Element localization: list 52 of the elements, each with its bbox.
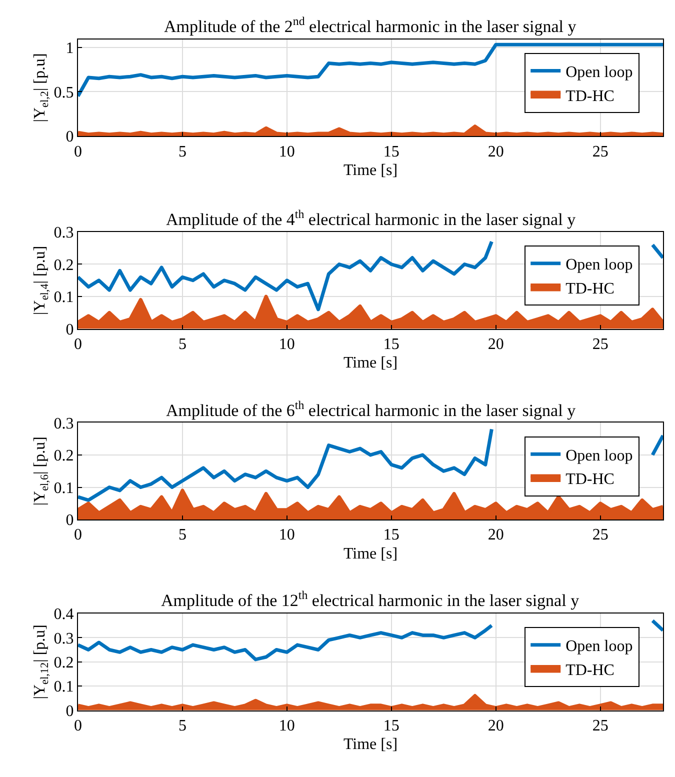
y-tick-label: 0.3 <box>54 630 74 648</box>
chart-title: Amplitude of the 12$^{th}$ electrical harmonic in the laser signal y <box>161 588 580 610</box>
x-tick-label: 20 <box>488 717 504 734</box>
x-tick-label: 10 <box>278 526 295 544</box>
y-tick-label: 0.2 <box>54 654 74 672</box>
chart-title: Amplitude of the 2$^{nd}$ electrical harmonic in the laser signal y <box>164 14 577 36</box>
legend-label: TD-HC <box>566 280 614 298</box>
x-axis-title: Time [s] <box>343 354 398 372</box>
x-tick-label: 5 <box>178 526 186 544</box>
y-tick-label: 0.1 <box>54 678 74 696</box>
legend-label: Open loop <box>566 64 633 81</box>
x-tick-label: 20 <box>488 526 504 544</box>
x-tick-label: 5 <box>178 143 186 160</box>
x-tick-label: 25 <box>592 526 608 544</box>
legend-label: TD-HC <box>566 662 614 679</box>
x-tick-label: 25 <box>592 143 608 160</box>
chart-title: Amplitude of the 4$^{th}$ electrical harmonic in the laser signal y <box>166 207 576 230</box>
x-tick-label: 25 <box>592 336 608 353</box>
y-tick-label: 0.5 <box>54 84 74 102</box>
chart-title: Amplitude of the 6$^{th}$ electrical harmonic in the laser signal y <box>166 398 576 420</box>
y-tick-label: 0.1 <box>54 480 74 497</box>
y-tick-label: 0.2 <box>54 448 74 465</box>
y-tick-label: 0.3 <box>54 415 74 432</box>
x-tick-label: 25 <box>592 717 608 734</box>
x-tick-label: 15 <box>383 526 400 544</box>
y-tick-label: 0 <box>66 702 74 720</box>
x-axis-title: Time [s] <box>343 736 398 754</box>
y-tick-label: 0.1 <box>54 289 74 306</box>
x-tick-label: 15 <box>383 717 400 734</box>
y-tick-label: 0 <box>66 128 74 146</box>
x-tick-label: 15 <box>383 143 400 160</box>
x-tick-label: 15 <box>383 336 400 353</box>
legend-label: TD-HC <box>566 471 614 488</box>
x-tick-label: 20 <box>488 143 504 160</box>
y-tick-label: 0.3 <box>54 224 74 242</box>
y-tick-label: 0.4 <box>54 606 74 624</box>
x-tick-label: 10 <box>278 717 295 734</box>
legend-label: TD-HC <box>566 88 614 105</box>
x-tick-label: 20 <box>488 336 504 353</box>
legend-label: Open loop <box>566 447 633 464</box>
x-axis-title: Time [s] <box>343 162 398 180</box>
legend-label: Open loop <box>566 256 633 274</box>
y-tick-label: 0 <box>66 512 74 530</box>
x-tick-label: 10 <box>278 143 295 160</box>
x-tick-label: 5 <box>178 336 186 353</box>
y-tick-label: 1 <box>66 40 74 57</box>
y-tick-label: 0.2 <box>54 256 74 274</box>
x-axis-title: Time [s] <box>343 545 398 562</box>
x-tick-label: 5 <box>178 717 186 734</box>
y-tick-label: 0 <box>66 321 74 338</box>
legend-label: Open loop <box>566 638 633 656</box>
x-tick-label: 10 <box>278 336 295 353</box>
